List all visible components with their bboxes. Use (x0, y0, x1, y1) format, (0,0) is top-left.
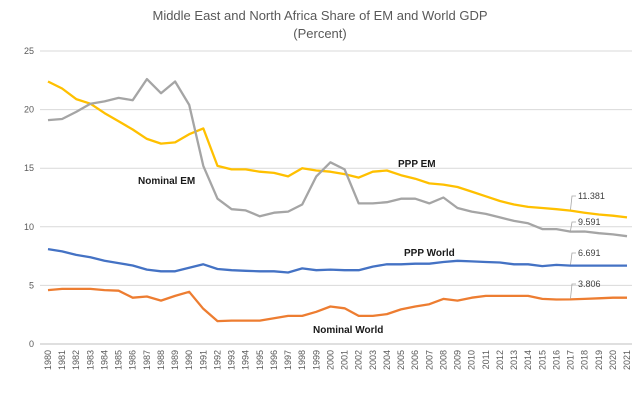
x-tick-label: 2007 (424, 350, 434, 370)
data-label: 9.591 (578, 217, 601, 227)
data-label-leader (570, 283, 576, 299)
x-tick-label: 1993 (227, 350, 237, 370)
series-label: Nominal World (313, 325, 383, 336)
x-tick-label: 2001 (340, 350, 350, 370)
x-tick-label: 2020 (608, 350, 618, 370)
chart-subtitle: (Percent) (293, 26, 346, 41)
x-tick-label: 2002 (354, 350, 364, 370)
y-tick-label: 25 (24, 46, 34, 56)
y-tick-label: 15 (24, 163, 34, 173)
y-tick-label: 0 (29, 339, 34, 349)
x-tick-label: 2000 (325, 350, 335, 370)
x-tick-label: 1998 (297, 350, 307, 370)
series-line (47, 247, 627, 274)
x-tick-label: 1994 (241, 350, 251, 370)
x-tick-label: 1991 (198, 350, 208, 370)
x-tick-label: 2012 (495, 350, 505, 370)
x-tick-label: 1999 (311, 350, 321, 370)
x-tick-label: 1983 (85, 350, 95, 370)
x-tick-label: 2003 (368, 350, 378, 370)
y-tick-label: 10 (24, 222, 34, 232)
series-line (47, 77, 628, 238)
x-tick-label: 1995 (255, 350, 265, 370)
data-label: 3.806 (578, 279, 601, 289)
x-tick-label: 1989 (170, 350, 180, 370)
x-tick-label: 2018 (580, 350, 590, 370)
x-tick-label: 2010 (467, 350, 477, 370)
data-label-leader (570, 221, 576, 231)
x-tick-label: 2016 (551, 350, 561, 370)
x-tick-label: 2019 (594, 350, 604, 370)
y-tick-label: 5 (29, 280, 34, 290)
x-tick-label: 1988 (156, 350, 166, 370)
x-tick-label: 2004 (382, 350, 392, 370)
x-tick-label: 1982 (71, 350, 81, 370)
x-tick-label: 1984 (99, 350, 109, 370)
x-tick-label: 1992 (212, 350, 222, 370)
x-tick-label: 2014 (523, 350, 533, 370)
series-label: PPP World (404, 248, 455, 259)
x-tick-label: 2005 (396, 350, 406, 370)
x-tick-label: 2009 (453, 350, 463, 370)
y-tick-label: 20 (24, 105, 34, 115)
x-tick-label: 1987 (142, 350, 152, 370)
data-label-leader (570, 252, 576, 265)
series-label: PPP EM (398, 159, 436, 170)
x-tick-label: 2008 (438, 350, 448, 370)
x-tick-label: 2011 (481, 350, 491, 369)
x-tick-label: 2021 (622, 350, 632, 370)
x-tick-label: 1985 (114, 350, 124, 370)
x-tick-label: 1981 (57, 350, 67, 370)
x-tick-label: 2017 (566, 350, 576, 370)
x-tick-label: 2015 (537, 350, 547, 370)
chart-title: Middle East and North Africa Share of EM… (152, 8, 487, 23)
series-label: Nominal EM (138, 176, 195, 187)
x-tick-label: 1986 (128, 350, 138, 370)
x-tick-label: 2006 (410, 350, 420, 370)
x-tick-label: 1990 (184, 350, 194, 370)
data-label-leader (570, 195, 576, 210)
x-tick-label: 2013 (509, 350, 519, 370)
data-label: 6.691 (578, 248, 601, 258)
x-tick-label: 1996 (269, 350, 279, 370)
x-tick-label: 1997 (283, 350, 293, 370)
series-line (47, 287, 627, 323)
series-line (47, 80, 628, 219)
data-label: 11.381 (578, 191, 605, 201)
x-tick-label: 1980 (43, 350, 53, 370)
